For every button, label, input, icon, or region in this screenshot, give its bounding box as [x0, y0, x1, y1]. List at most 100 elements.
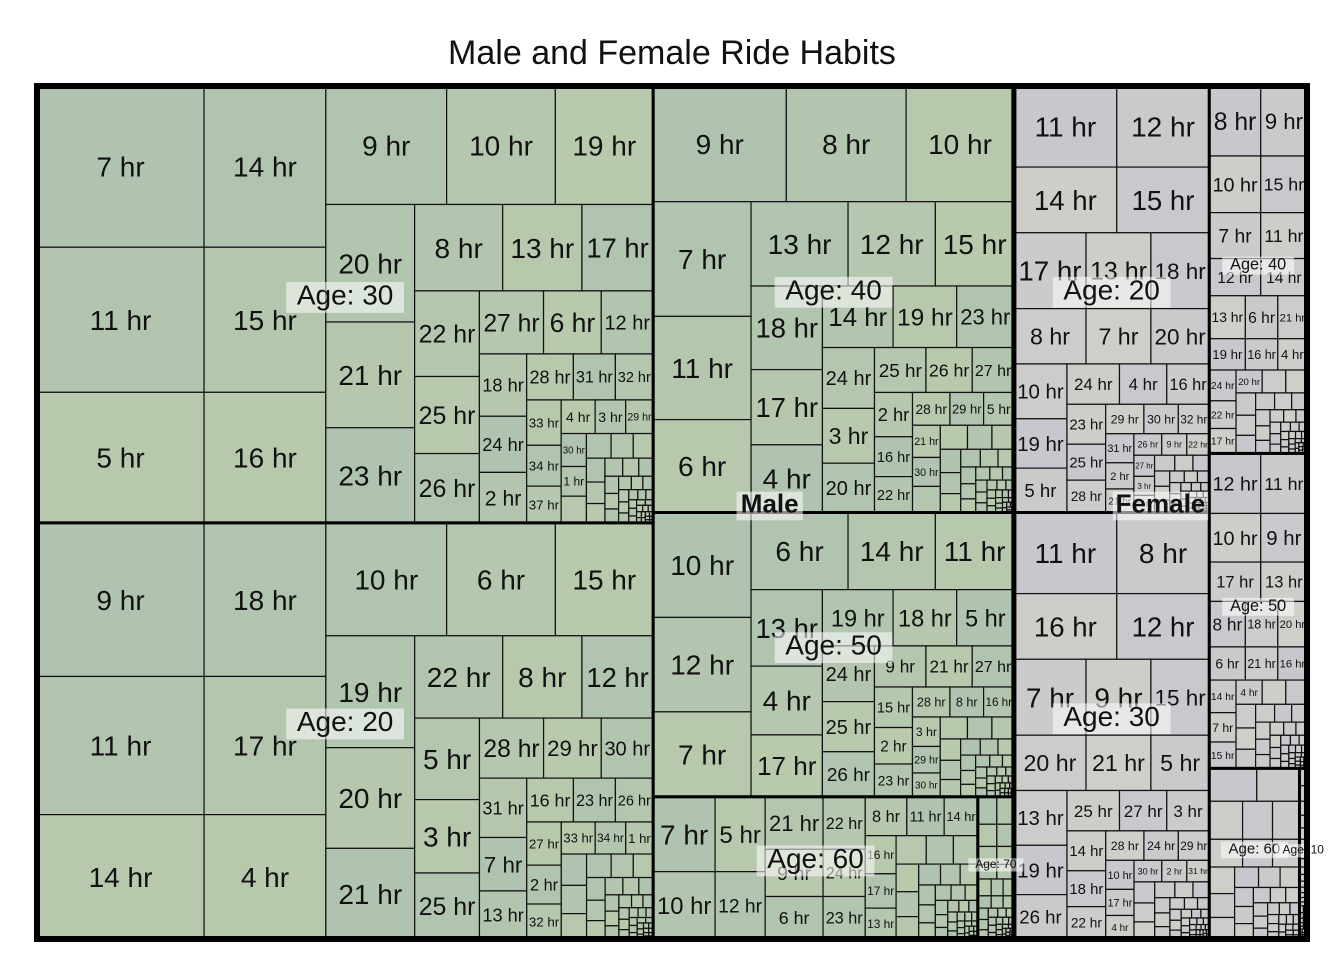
hour-label: 2 hr	[878, 404, 910, 425]
hour-cell	[637, 489, 647, 501]
hour-cell	[1261, 369, 1287, 394]
hour-cell	[1066, 789, 1121, 832]
hour-cell	[628, 507, 638, 517]
hour-cell	[1196, 897, 1210, 910]
hour-label: 24 hr	[1147, 839, 1175, 853]
hour-label: 13 hr	[510, 233, 574, 264]
hour-label: 28 hr	[530, 367, 571, 387]
hour-cell	[821, 407, 876, 464]
hour-cell	[1013, 166, 1118, 234]
hour-cell	[1261, 679, 1287, 705]
hour-cell	[1234, 886, 1255, 908]
age-label-bg	[1222, 597, 1295, 616]
age-label-bg	[1052, 703, 1171, 735]
hour-cell	[895, 835, 927, 865]
hour-label: 21 hr	[914, 436, 939, 448]
hour-cell	[977, 918, 989, 931]
hour-label: 28 hr	[1071, 489, 1102, 504]
hour-cell	[1277, 295, 1308, 340]
hour-label: 19 hr	[897, 305, 953, 332]
hour-cell	[975, 491, 988, 504]
hour-cell	[1235, 434, 1257, 455]
hour-cell	[652, 711, 752, 798]
hour-cell	[610, 432, 634, 459]
hour-cell	[949, 391, 985, 426]
hour-cell	[636, 922, 645, 930]
hour-label: 19 hr	[1017, 860, 1064, 882]
hour-cell	[203, 675, 327, 816]
hour-cell	[600, 290, 654, 355]
hour-label: 26 hr	[419, 475, 476, 503]
hour-cell	[1196, 470, 1210, 484]
hour-label: 14 hr	[89, 862, 153, 893]
hour-cell	[478, 415, 528, 473]
hour-cell	[977, 895, 992, 909]
hour-cell	[990, 895, 1004, 909]
hour-label: 27 hr	[975, 659, 1012, 676]
hour-cell	[1013, 363, 1068, 420]
hour-label: 30 hr	[914, 467, 939, 479]
hour-label: 11 hr	[90, 731, 152, 762]
hour-cell	[873, 476, 914, 514]
hour-cell	[934, 511, 1015, 591]
group-label: Male	[741, 489, 799, 519]
hour-cell	[895, 916, 920, 940]
hour-cell	[1001, 497, 1010, 503]
hour-cell	[325, 522, 448, 637]
hour-label: 15 hr	[877, 701, 910, 717]
hour-cell	[203, 246, 327, 393]
hour-cell	[585, 899, 606, 922]
hour-cell	[1267, 902, 1280, 916]
hour-label: 32 hr	[618, 370, 651, 386]
hour-cell	[996, 823, 1015, 848]
hour-label: 17 hr	[1211, 437, 1235, 448]
hour-label: 18 hr	[233, 585, 297, 616]
hour-cell	[628, 489, 639, 501]
hour-label: 13 hr	[482, 906, 523, 926]
hour-cell	[1294, 430, 1303, 440]
hour-cell	[821, 701, 876, 753]
hour-cell	[1190, 908, 1202, 919]
hour-cell	[1285, 929, 1294, 936]
hour-label: 21 hr	[338, 879, 402, 910]
hour-cell	[956, 911, 966, 922]
hour-cell	[977, 823, 998, 848]
hour-label: 31 hr	[576, 369, 614, 387]
hour-cell	[1285, 923, 1294, 931]
hour-label: 8 hr	[872, 808, 901, 826]
hour-label: 25 hr	[1069, 456, 1103, 472]
hour-label: 10 hr	[928, 129, 992, 160]
hour-cell	[1180, 908, 1193, 919]
hour-cell	[560, 853, 588, 886]
hour-cell	[939, 424, 969, 450]
hour-cell	[964, 920, 973, 927]
hour-cell	[1208, 85, 1262, 157]
hour-cell	[995, 923, 1004, 931]
hour-cell	[585, 876, 606, 901]
hour-label: 30 hr	[1138, 866, 1159, 876]
hour-cell	[1174, 454, 1194, 472]
age-label-bg	[1052, 276, 1171, 308]
hour-label: 16 hr	[1247, 348, 1276, 362]
hour-label: 30 hr	[1147, 412, 1175, 426]
hour-label: 22 hr	[826, 815, 864, 833]
hour-cell	[1244, 295, 1279, 340]
hour-cell	[1255, 753, 1271, 770]
hour-cell	[950, 884, 966, 902]
hour-cell	[1289, 421, 1300, 433]
hour-cell	[585, 853, 612, 879]
hour-cell	[1189, 917, 1198, 926]
age-label: Age: 40	[1230, 256, 1286, 274]
hour-cell	[1256, 767, 1301, 802]
hour-label: 7 hr	[660, 819, 708, 850]
hour-label: 15 hr	[1132, 185, 1195, 216]
age-label-bg	[286, 708, 404, 740]
hour-cell	[1208, 767, 1258, 802]
hour-label: 6 hr	[550, 308, 596, 338]
group-female: 11 hr 12 hr 14 hr 15 hr 17 hr 13 hr 18 hr 8 hr 7…	[1011, 83, 1310, 942]
hour-cell	[918, 863, 942, 886]
hour-cell	[1269, 721, 1285, 736]
hour-cell	[1013, 85, 1118, 168]
